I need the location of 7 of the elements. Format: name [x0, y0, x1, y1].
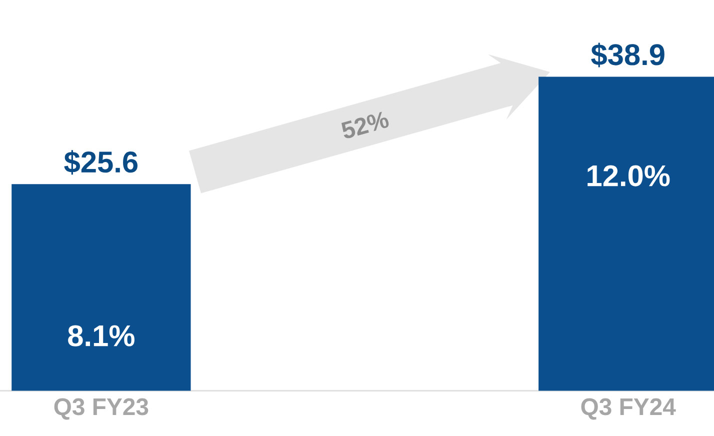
annotation: 8.1% [68, 325, 134, 346]
x-tick-label: Q3 FY23 [54, 398, 148, 420]
data-label: $25.6 [64, 150, 138, 175]
annotation: 12.0% [588, 165, 670, 186]
annotation: 52% [341, 112, 389, 138]
x-tick-label: Q3 FY24 [581, 398, 676, 420]
data-label: $38.9 [591, 42, 664, 68]
